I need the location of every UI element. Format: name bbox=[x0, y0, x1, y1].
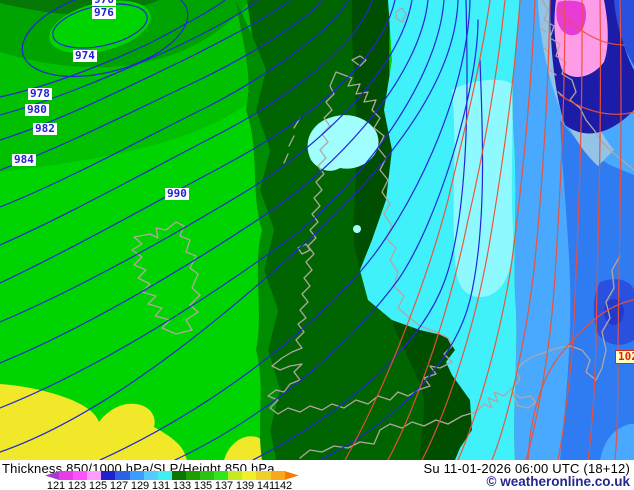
coast-shetland bbox=[395, 7, 407, 23]
height-line-2 bbox=[387, 0, 506, 460]
isobar-label-978: 978 bbox=[28, 87, 52, 100]
valid-time: Su 11-01-2026 06:00 UTC (18+12) bbox=[423, 461, 630, 476]
scale-segment bbox=[101, 471, 116, 480]
scale-segment bbox=[129, 471, 144, 480]
height-line-3 bbox=[421, 0, 521, 460]
isobar-label-976b: 976 bbox=[92, 6, 116, 19]
isobar-label-980: 980 bbox=[25, 103, 49, 116]
scale-segment bbox=[214, 471, 229, 480]
isobar-1004 bbox=[252, 0, 468, 460]
isobar-1006 bbox=[319, 59, 484, 460]
scale-value: 131 bbox=[151, 480, 171, 490]
coast-zuiderzee bbox=[511, 391, 537, 409]
isobar-988 bbox=[0, 0, 373, 246]
scale-segment bbox=[185, 471, 201, 480]
scale-value: 129 bbox=[130, 480, 150, 490]
region-band-darker-s bbox=[392, 320, 472, 460]
region-blue-corner bbox=[600, 424, 634, 460]
scale-value: 125 bbox=[88, 480, 108, 490]
height-line-5 bbox=[491, 0, 551, 460]
height-label-102: 102 bbox=[615, 350, 634, 364]
region-yellow-tongue bbox=[224, 436, 267, 460]
isobar-986 bbox=[0, 0, 349, 208]
isobar-label-984: 984 bbox=[12, 153, 36, 166]
height-line-7 bbox=[557, 0, 583, 460]
height-line-1 bbox=[344, 0, 491, 460]
isobar-976 bbox=[21, 0, 189, 78]
scale-segment bbox=[256, 471, 271, 480]
scale-value: 123 bbox=[67, 480, 87, 490]
scale-segment bbox=[59, 471, 74, 480]
scale-segment bbox=[242, 471, 257, 480]
region-royal-dark bbox=[604, 299, 624, 325]
scale-value: 142 bbox=[273, 480, 293, 490]
scale-segment bbox=[284, 471, 299, 480]
coast-continent bbox=[299, 255, 621, 459]
isobars-slp bbox=[0, 0, 484, 460]
bottom-bar: Thickness 850/1000 hPa/SLP/Height 850 hP… bbox=[0, 460, 634, 490]
scale-segment bbox=[270, 471, 285, 480]
scale-segment bbox=[143, 471, 158, 480]
height-line-4 bbox=[457, 0, 536, 460]
height-line-11 bbox=[557, 7, 634, 115]
scale-segment bbox=[45, 471, 60, 480]
height-line-10 bbox=[527, 299, 634, 460]
scale-segment bbox=[171, 471, 186, 480]
scale-value: 127 bbox=[109, 480, 129, 490]
isobar-1000 bbox=[99, 0, 471, 460]
isobar-label-974: 974 bbox=[73, 49, 97, 62]
height-line-8 bbox=[587, 0, 602, 460]
thickness-map bbox=[0, 0, 634, 460]
coast-norway-islands bbox=[539, 27, 565, 98]
scale-value: 137 bbox=[214, 480, 234, 490]
coast-norway bbox=[541, 0, 634, 171]
scale-segment bbox=[157, 471, 172, 480]
scale-value: 121 bbox=[46, 480, 66, 490]
isobar-984 bbox=[0, 0, 323, 171]
region-band-edge bbox=[236, 0, 280, 460]
region-yellow bbox=[0, 384, 187, 460]
scale-value: 139 bbox=[235, 480, 255, 490]
isobar-994 bbox=[0, 0, 429, 364]
color-scale bbox=[45, 471, 299, 480]
isobar-980 bbox=[0, 0, 259, 116]
scale-segment bbox=[228, 471, 243, 480]
copyright: © weatheronline.co.uk bbox=[486, 474, 630, 489]
isobar-label-976a: 976 bbox=[92, 0, 116, 6]
scale-value: 135 bbox=[193, 480, 213, 490]
scale-segment bbox=[200, 471, 215, 480]
region-magenta bbox=[556, 0, 586, 36]
scale-value: 141 bbox=[256, 480, 276, 490]
coast-orkney bbox=[351, 55, 367, 67]
isobar-996 bbox=[0, 0, 445, 409]
isobar-label-982: 982 bbox=[33, 122, 57, 135]
region-royal-corner bbox=[614, 0, 634, 66]
scale-segment bbox=[115, 471, 130, 480]
region-cyan-dot bbox=[353, 225, 361, 233]
scale-value: 133 bbox=[172, 480, 192, 490]
contours-height850 bbox=[344, 0, 634, 460]
isobar-998 bbox=[0, 0, 459, 453]
isobar-label-990: 990 bbox=[165, 187, 189, 200]
isobar-992 bbox=[0, 0, 413, 323]
isobar-982 bbox=[0, 0, 291, 141]
coast-britain bbox=[267, 71, 453, 415]
isobar-974 bbox=[52, 3, 148, 49]
isobar-978 bbox=[0, 0, 226, 98]
map-area: 976 976 974 978 980 982 984 990 102 bbox=[0, 0, 634, 460]
height-line-9 bbox=[614, 0, 622, 460]
scale-segment bbox=[73, 471, 88, 480]
scale-segment bbox=[87, 471, 102, 480]
isobar-990 bbox=[0, 0, 396, 284]
